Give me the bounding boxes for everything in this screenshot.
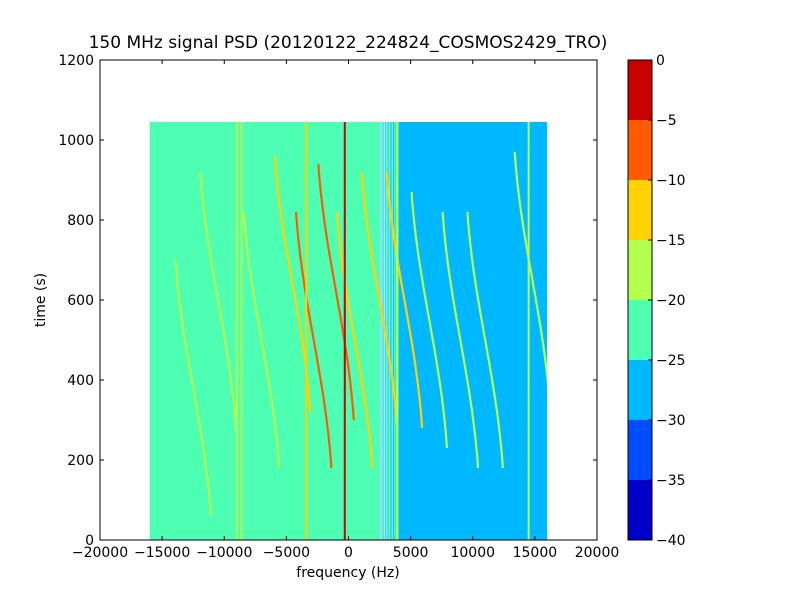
colorbar-segment-7	[628, 60, 652, 120]
transition-band	[388, 122, 391, 540]
colorbar-segment-1	[628, 420, 652, 480]
transition-band	[380, 122, 383, 540]
chart-title: 150 MHz signal PSD (20120122_224824_COSM…	[89, 33, 608, 53]
colorbar-tick-label: −20	[656, 293, 686, 309]
transition-band	[392, 122, 395, 540]
x-tick-label: −15000	[134, 545, 190, 561]
x-tick-label: −10000	[196, 545, 252, 561]
x-tick-label: −5000	[263, 545, 310, 561]
x-tick-label: 5000	[393, 545, 429, 561]
colorbar-segment-6	[628, 120, 652, 180]
colorbar-tick-label: −5	[656, 113, 677, 129]
axes: −20000 −15000 −10000 −5000 0 5000 10000 15000 20…	[58, 53, 619, 561]
doppler-track-12	[513, 151, 548, 388]
y-axis-label: time (s)	[33, 273, 49, 327]
x-tick-label: 10000	[450, 545, 495, 561]
y-tick-label: 400	[67, 373, 94, 389]
doppler-track-8	[385, 171, 424, 429]
y-tick-label: 1000	[58, 133, 94, 149]
colorbar-segment-2	[628, 360, 652, 420]
colorbar-segment-5	[628, 180, 652, 240]
colorbar-segment-0	[628, 480, 652, 540]
colorbar-tick-label: −25	[656, 353, 686, 369]
colorbar-segment-3	[628, 300, 652, 360]
x-tick-label: −20000	[72, 545, 128, 561]
doppler-track-2	[242, 211, 281, 469]
colorbar-segment-4	[628, 240, 652, 300]
doppler-track-4	[294, 211, 333, 469]
y-tick-label: 800	[67, 213, 94, 229]
colorbar: −40 −35 −30 −25 −20 −15 −10 −5 0	[627, 53, 686, 549]
y-tick-label: 200	[67, 453, 94, 469]
background-region-0	[149, 122, 380, 540]
doppler-track-11	[466, 211, 504, 469]
colorbar-tick-label: −40	[656, 533, 686, 549]
doppler-track-0	[174, 259, 212, 517]
colorbar-tick-label: −15	[656, 233, 686, 249]
y-tick-label: 600	[67, 293, 94, 309]
x-tick-label: 20000	[575, 545, 620, 561]
colorbar-tick-label: −10	[656, 173, 686, 189]
transition-band	[394, 122, 397, 540]
transition-band	[387, 122, 390, 540]
y-tick-label: 1200	[58, 53, 94, 69]
doppler-track-7	[360, 171, 399, 429]
colorbar-tick-label: −30	[656, 413, 686, 429]
x-tick-label: 0	[344, 545, 353, 561]
transition-band	[379, 122, 382, 540]
doppler-track-1	[199, 171, 237, 429]
doppler-track-10	[441, 211, 480, 469]
x-axis-label: frequency (Hz)	[296, 565, 399, 581]
y-tick-label: 0	[85, 533, 94, 549]
doppler-track-9	[410, 191, 448, 449]
x-tick-label: 15000	[513, 545, 558, 561]
doppler-track-5	[317, 163, 355, 421]
transition-band	[386, 122, 389, 540]
transition-band	[382, 122, 385, 540]
plot-area	[149, 122, 548, 540]
background-region-1	[398, 122, 548, 540]
transition-band	[391, 122, 394, 540]
colorbar-tick-label: 0	[656, 53, 665, 69]
transition-band	[390, 122, 393, 540]
doppler-track-6	[335, 211, 374, 469]
colorbar-tick-label: −35	[656, 473, 686, 489]
